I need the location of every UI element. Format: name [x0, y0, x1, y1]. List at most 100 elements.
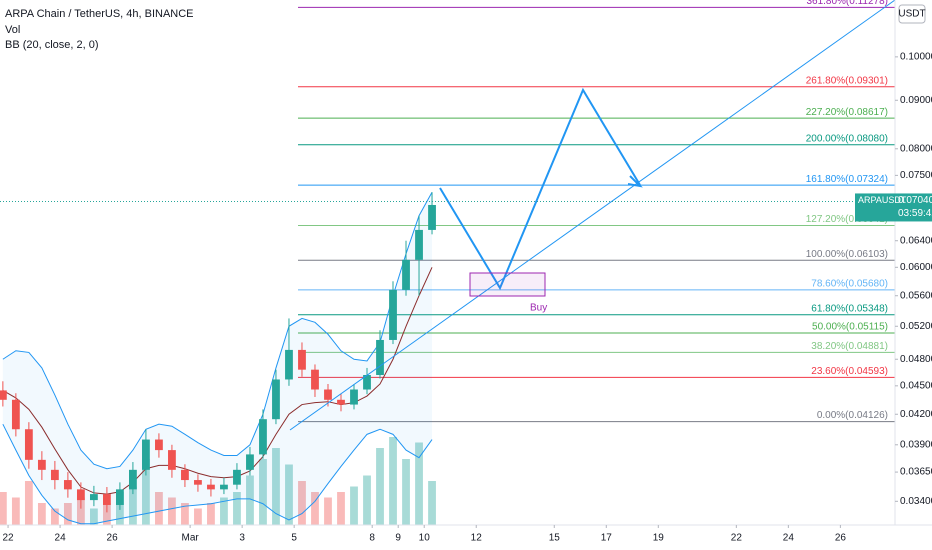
candle-body [37, 459, 46, 470]
fib-label: 78.60%(0.05680) [811, 279, 888, 290]
bollinger-bands [2, 191, 433, 525]
projection-arrow [627, 175, 643, 188]
volume-bar [389, 437, 397, 525]
x-tick-label: 3 [239, 533, 245, 544]
volume-bar [24, 481, 33, 525]
symbol-tag: ARPAUSDT [858, 195, 907, 205]
y-tick-label: 0.03400 [900, 496, 932, 507]
chart-title: ARPA Chain / TetherUS, 4h, BINANCE [5, 8, 194, 20]
x-tick-label: 12 [471, 533, 483, 544]
volume-bar [142, 459, 150, 525]
volume-bar [207, 503, 215, 525]
bb-basis [2, 267, 433, 495]
volume-bar [233, 492, 241, 525]
volume-bar [272, 448, 280, 525]
candle-body [194, 480, 202, 485]
bb-fill [2, 192, 433, 524]
volume-bar [37, 503, 46, 525]
x-tick-label: Mar [182, 533, 200, 544]
volume-bar [415, 442, 423, 525]
candle-body [220, 484, 228, 490]
fib-label: 100.00%(0.06103) [806, 249, 888, 260]
candle-body [285, 349, 293, 380]
volume-bar [324, 497, 332, 525]
candle-body [116, 489, 124, 505]
x-tick-label: 22 [731, 533, 743, 544]
volume-bar [220, 497, 228, 525]
volume-bar [350, 486, 358, 525]
candle-body [324, 389, 332, 400]
volume-bar [298, 481, 306, 525]
projection-path [439, 87, 641, 291]
fib-label: 261.80%(0.09301) [806, 75, 888, 86]
candle-body [142, 439, 150, 470]
candle-body [350, 389, 358, 405]
candle-body [0, 390, 7, 400]
candle-body [155, 439, 163, 451]
indicator-label: Vol [5, 24, 20, 36]
volume-bar [259, 459, 267, 525]
x-tick-label: 17 [601, 533, 613, 544]
candle-body [428, 204, 436, 230]
x-tick-label: 19 [653, 533, 665, 544]
price-tag-label: 0.07040 [898, 195, 932, 206]
countdown: 03:59:42 [898, 208, 932, 219]
volume [0, 437, 436, 525]
volume-bar [168, 497, 176, 525]
volume-bar [63, 503, 72, 525]
currency-label: USDT [898, 9, 925, 20]
price-tag [855, 193, 932, 222]
volume-bar [181, 503, 189, 525]
candle-body [24, 429, 33, 460]
candle-body [76, 489, 85, 501]
volume-bar [363, 475, 371, 525]
volume-bar [0, 492, 7, 525]
fib-label: 23.60%(0.04593) [811, 366, 888, 377]
x-tick-label: 9 [395, 533, 401, 544]
candle-body [129, 469, 137, 490]
volume-bar [285, 464, 293, 525]
fib-label: 227.20%(0.08617) [806, 107, 888, 118]
fib-label: 61.80%(0.05348) [811, 303, 888, 314]
candle-body [272, 379, 280, 420]
candle-body [389, 289, 397, 340]
candle-body [415, 229, 423, 260]
bb-lower [2, 423, 433, 525]
fib-levels: 361.80%(0.11278) 261.80%(0.09301) 227.20%(… [298, 0, 895, 423]
x-tick-label: 26 [835, 533, 847, 544]
candle-body [89, 494, 98, 501]
x-tick-label: 24 [783, 533, 795, 544]
volume-bar [428, 481, 436, 525]
candle-body [50, 469, 59, 481]
volume-bar [311, 492, 319, 525]
volume-bar [376, 448, 384, 525]
candle-body [246, 454, 254, 470]
x-tick-label: 24 [55, 533, 67, 544]
candle-body [337, 399, 345, 405]
volume-bar [129, 486, 137, 525]
candle-body [311, 369, 319, 390]
indicator-label: BB (20, close, 2, 0) [5, 39, 99, 51]
candles [0, 192, 436, 513]
candle-body [102, 494, 111, 505]
x-tick-label: 10 [419, 533, 431, 544]
volume-bar [337, 492, 345, 525]
trend-line [289, 0, 896, 431]
fib-label: 361.80%(0.11278) [806, 0, 888, 7]
fib-label: 161.80%(0.07324) [806, 174, 888, 185]
currency-badge[interactable] [898, 4, 926, 24]
candle-body [11, 399, 20, 430]
fib-label: 0.00%(0.04126) [817, 410, 888, 421]
candle-body [402, 259, 410, 290]
